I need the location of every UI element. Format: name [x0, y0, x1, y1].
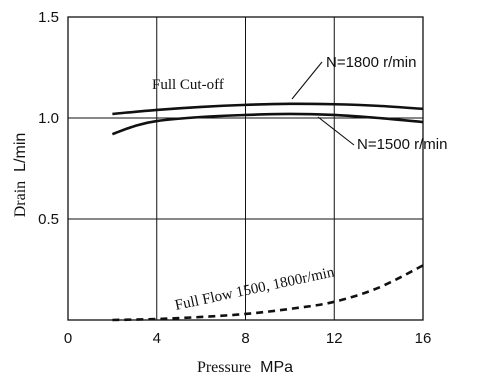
series-group	[111, 102, 424, 322]
x-tick-label: 0	[64, 330, 72, 347]
y-tick-label: 1.5	[38, 9, 59, 26]
x-axis-label-word: Pressure	[197, 359, 251, 376]
series-line-n1800	[112, 102, 424, 116]
y-tick-labels: 0.5 1.0 1.5	[38, 9, 59, 228]
annotation-full-cutoff: Full Cut-off	[152, 77, 224, 93]
x-tick-label: 8	[241, 330, 249, 347]
series-line-fullflow	[112, 264, 424, 322]
annotation-n1800: N=1800 r/min	[326, 54, 416, 71]
x-tick-labels: 0 4 8 12 16	[64, 330, 432, 347]
y-axis-label-unit: L/min	[12, 133, 29, 172]
plot-frame	[67, 16, 424, 321]
x-tick-label: 16	[415, 330, 432, 347]
y-axis-label-word: Drain	[12, 181, 29, 217]
x-tick-label: 4	[153, 330, 161, 347]
leader-line-n1800	[291, 61, 323, 100]
leader-line-n1500	[317, 116, 355, 146]
x-axis-label: Pressure MPa	[197, 359, 293, 376]
y-tick-label: 0.5	[38, 211, 59, 228]
x-tick-label: 12	[326, 330, 343, 347]
x-axis-label-unit: MPa	[260, 359, 293, 376]
y-axis-label: Drain L/min	[12, 133, 29, 218]
y-tick-label: 1.0	[38, 110, 59, 127]
series-line-n1500	[111, 112, 424, 136]
annotation-n1500: N=1500 r/min	[357, 136, 447, 153]
